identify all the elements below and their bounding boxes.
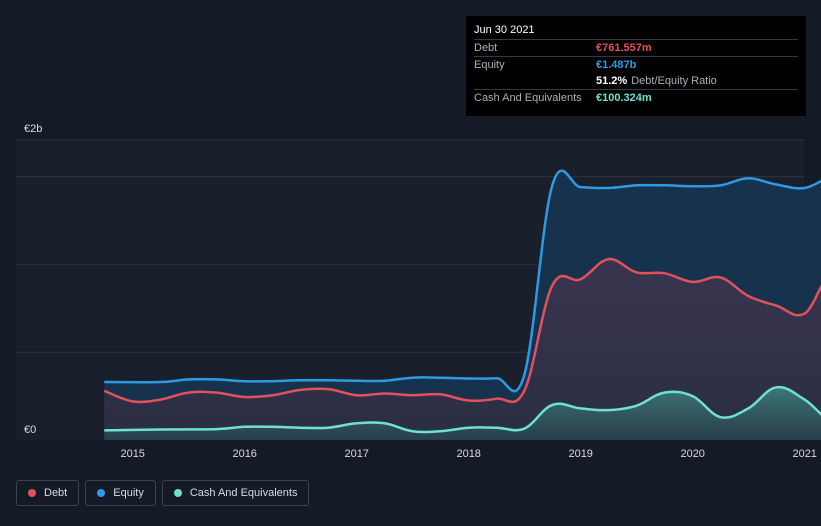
tooltip-date: Jun 30 2021 xyxy=(474,24,535,36)
tooltip-debt-row: Debt €761.557m xyxy=(474,39,798,56)
series-lines xyxy=(103,169,821,434)
tooltip-debt-label: Debt xyxy=(474,42,498,54)
tooltip-ratio-label: Debt/Equity Ratio xyxy=(631,75,717,87)
legend-item-cash[interactable]: Cash And Equivalents xyxy=(161,480,310,506)
tooltip-equity-label: Equity xyxy=(474,59,505,71)
x-tick-label: 2018 xyxy=(456,448,480,460)
tooltip-cash-row: Cash And Equivalents €100.324m xyxy=(474,89,798,106)
tooltip-ratio-row: 51.2% Debt/Equity Ratio xyxy=(474,73,798,89)
y-axis-max-label: €2b xyxy=(24,123,42,135)
x-axis-ticks: 2015 2016 2017 2018 2019 2020 2021 xyxy=(120,448,816,460)
legend-label-cash: Cash And Equivalents xyxy=(189,487,298,499)
tooltip-equity-value: €1.487b xyxy=(596,59,637,71)
x-tick-label: 2019 xyxy=(568,448,592,460)
legend-item-debt[interactable]: Debt xyxy=(16,480,80,506)
tooltip-debt-value: €761.557m xyxy=(596,42,652,54)
cash-dot-icon xyxy=(173,489,182,497)
debt-dot-icon xyxy=(28,489,36,497)
debt-area xyxy=(104,259,821,440)
legend: Debt Equity Cash And Equivalents xyxy=(16,480,310,506)
x-tick-label: 2017 xyxy=(344,448,368,460)
tooltip-ratio-value: 51.2% xyxy=(596,75,628,87)
tooltip-cash-value: €100.324m xyxy=(596,92,652,104)
y-axis-zero-label: €0 xyxy=(24,424,36,436)
tooltip-cash-label: Cash And Equivalents xyxy=(474,92,582,104)
equity-line xyxy=(104,169,821,393)
tooltip-equity-row: Equity €1.487b xyxy=(474,56,798,73)
equity-dot-icon xyxy=(97,489,106,497)
x-tick-label: 2021 xyxy=(792,448,816,460)
chart: €2b €0 2015 2016 2017 2018 2019 2020 2021 xyxy=(16,123,821,460)
legend-label-equity: Equity xyxy=(113,487,144,499)
debt-line xyxy=(103,257,821,404)
x-tick-label: 2020 xyxy=(680,448,704,460)
legend-item-equity[interactable]: Equity xyxy=(85,480,156,506)
cash-area xyxy=(104,387,821,440)
x-tick-label: 2016 xyxy=(232,448,256,460)
tooltip: Jun 30 2021 Debt €761.557m Equity €1.487… xyxy=(466,16,806,116)
cash-line xyxy=(104,385,821,434)
legend-label-debt: Debt xyxy=(44,487,68,499)
x-tick-label: 2015 xyxy=(120,448,144,460)
series-areas xyxy=(104,170,821,440)
